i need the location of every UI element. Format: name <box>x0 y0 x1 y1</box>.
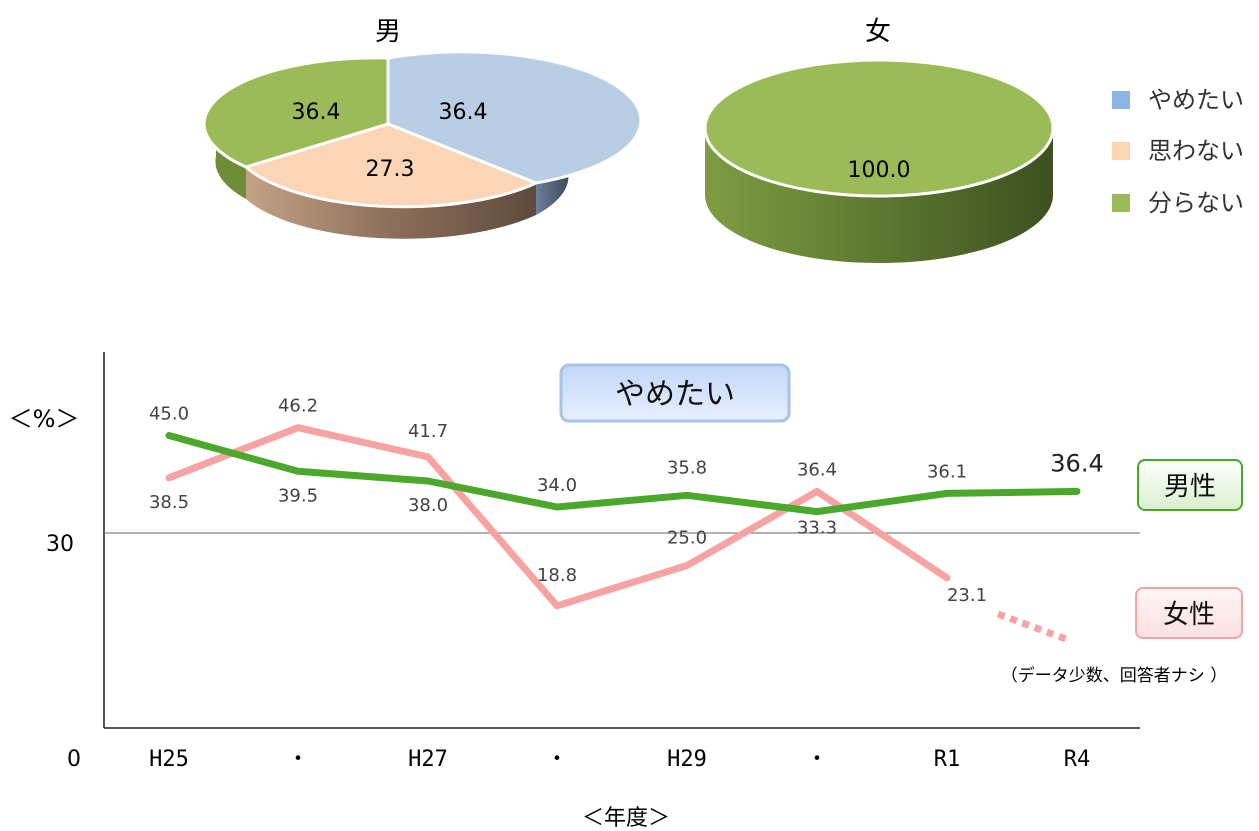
legend-swatch-omowanai <box>1112 142 1130 160</box>
x-tick-label: R1 <box>934 747 961 772</box>
data-label-male: 33.3 <box>797 518 837 539</box>
pie-male-slice-wakaranai <box>202 56 390 169</box>
y-unit-label: ＜%＞ <box>9 405 80 433</box>
legend-label-omowanai: 思わない <box>1148 137 1244 165</box>
pie-male-label-omowanai: 27.3 <box>366 157 415 182</box>
data-label-male: 35.8 <box>667 457 707 478</box>
data-label-female: 38.5 <box>149 492 189 513</box>
data-label-female: 41.7 <box>408 421 448 442</box>
x-tick-label: R4 <box>1064 747 1091 772</box>
female-dotted-continuation <box>996 610 1068 643</box>
data-label-female: 23.1 <box>947 585 987 606</box>
data-label-female: 18.8 <box>537 565 577 586</box>
series-label-male: 男性 <box>1164 472 1216 502</box>
line-chart: ＜%＞ 30 0 やめたい H25 ・ H27 ・ H29 ・ R1 R4 45.0 39.5 3… <box>9 352 1243 831</box>
series-male <box>165 432 1081 516</box>
pie-male-label-yametai: 36.4 <box>439 100 488 125</box>
data-label-male: 36.4 <box>1050 449 1103 477</box>
pie-male-side-green <box>215 124 246 199</box>
pie-female-label-wakaranai: 100.0 <box>848 158 911 183</box>
pie-male-label-wakaranai: 36.4 <box>292 100 341 125</box>
series-female <box>165 424 951 610</box>
x-tick-labels: H25 ・ H27 ・ H29 ・ R1 R4 <box>149 747 1090 772</box>
legend-label-wakaranai: 分らない <box>1148 189 1244 217</box>
data-label-female: 36.4 <box>797 459 837 480</box>
legend-swatch-wakaranai <box>1112 194 1130 212</box>
data-label-male: 45.0 <box>149 404 189 425</box>
x-tick-label: ・ <box>546 747 568 772</box>
x-tick-label: ・ <box>806 747 828 772</box>
line-male <box>165 432 1081 516</box>
pie-male: 男 36.4 27.3 36.4 <box>202 17 643 239</box>
pie-female-title: 女 <box>865 17 891 47</box>
pie-legend: やめたい 思わない 分らない <box>1112 86 1244 217</box>
data-labels: 45.0 39.5 38.0 34.0 35.8 33.3 36.1 36.4 38.5 46.2… <box>149 396 1104 606</box>
legend-swatch-yametai <box>1112 91 1130 109</box>
data-label-male: 34.0 <box>537 475 577 496</box>
female-note: （データ少数、回答者ナシ ） <box>1001 665 1227 686</box>
data-label-male: 36.1 <box>927 461 967 482</box>
x-tick-label: H29 <box>667 747 707 772</box>
pie-female: 女 100.0 <box>703 17 1055 263</box>
pie-male-title: 男 <box>375 17 401 47</box>
pie-male-slice-omowanai <box>242 122 540 209</box>
data-label-female: 46.2 <box>278 396 318 417</box>
chart-title-box <box>559 363 791 423</box>
x-axis-title: ＜年度＞ <box>582 806 670 831</box>
x-tick-label: H27 <box>408 747 448 772</box>
pie-male-side-peach <box>246 167 536 239</box>
series-label-female: 女性 <box>1163 600 1215 630</box>
y-tick-30: 30 <box>46 532 74 557</box>
pie-male-slice-yametai <box>386 50 643 185</box>
data-label-male: 38.0 <box>408 495 448 516</box>
chart-title: やめたい <box>615 377 735 412</box>
x-tick-label: H25 <box>149 747 189 772</box>
pie-female-slice-wakaranai <box>703 58 1055 198</box>
pie-female-side-green <box>705 128 1053 263</box>
data-label-female: 25.0 <box>667 528 707 549</box>
series-label-box-male <box>1137 459 1243 511</box>
y-tick-0: 0 <box>67 747 81 772</box>
series-label-box-female <box>1135 587 1243 639</box>
x-tick-label: ・ <box>287 747 309 772</box>
legend-label-yametai: やめたい <box>1148 86 1244 114</box>
line-female <box>165 424 951 610</box>
data-label-male: 39.5 <box>278 485 318 506</box>
